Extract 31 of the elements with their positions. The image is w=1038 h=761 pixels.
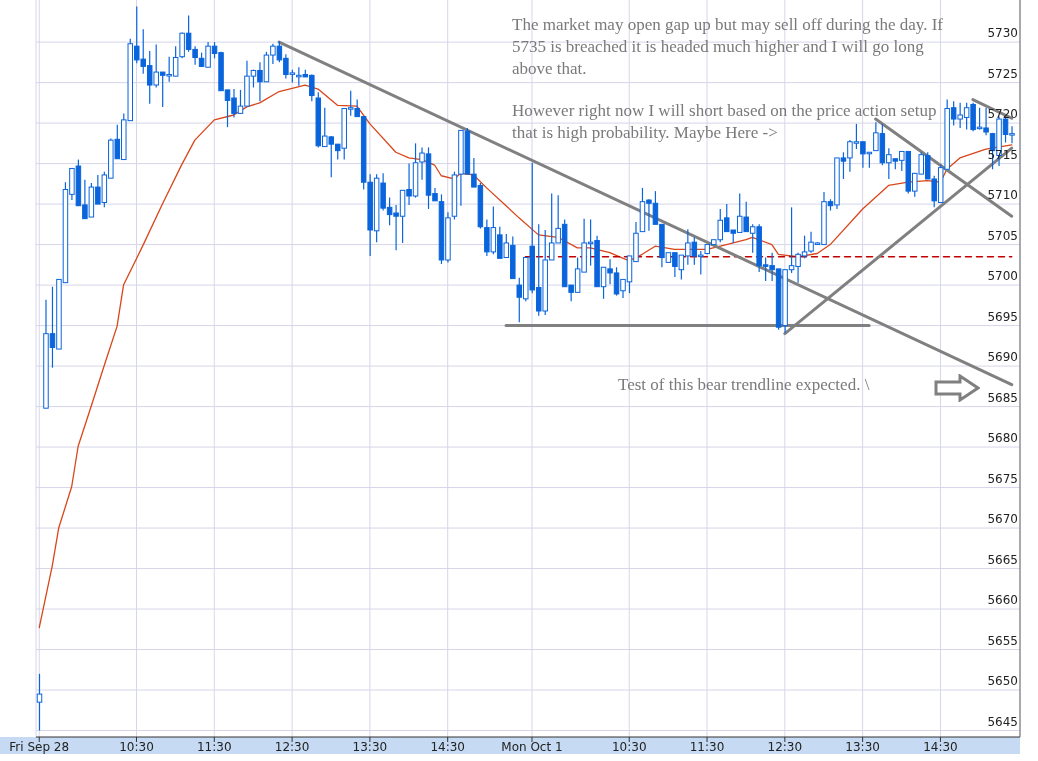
y-tick-label: 5670	[987, 512, 1018, 527]
annotation: However right now I will short based on the price action setup that is high probability. Maybe Here ->	[512, 100, 938, 144]
y-tick-label: 5690	[987, 350, 1018, 365]
y-tick-label: 5680	[987, 431, 1018, 446]
y-tick-label: 5695	[987, 309, 1018, 324]
y-tick-label: 5725	[987, 66, 1018, 81]
x-tick-label: Fri Sep 28	[9, 740, 70, 754]
y-tick-label: 5655	[987, 633, 1018, 648]
annotation: The market may open gap up but may sell off during the day. If 5735 is breached it is headed much higher and I will go long above that.	[512, 14, 945, 80]
x-tick-label: 10:30	[611, 740, 647, 754]
y-tick-label: 5710	[987, 188, 1018, 203]
y-tick-label: 5685	[987, 390, 1018, 405]
y-tick-label: 5660	[987, 593, 1018, 608]
x-tick-label: 14:30	[923, 740, 958, 754]
x-tick-label: 11:30	[689, 740, 725, 754]
x-tick-label: 14:30	[430, 740, 465, 754]
y-tick-label: 5665	[987, 552, 1018, 567]
x-tick-label: 13:30	[352, 740, 388, 754]
x-tick-label: 10:30	[119, 740, 154, 754]
x-tick-label: 12:30	[274, 740, 310, 754]
x-tick-label: 11:30	[197, 740, 232, 754]
y-tick-label: 5705	[987, 228, 1018, 243]
y-tick-label: 5645	[987, 714, 1018, 729]
y-tick-label: 5700	[987, 269, 1018, 284]
y-tick-label: 5730	[987, 26, 1018, 41]
y-tick-label: 5675	[987, 471, 1018, 486]
x-tick-label: Mon Oct 1	[501, 740, 563, 754]
x-tick-label: 12:30	[767, 740, 803, 754]
y-tick-label: 5650	[987, 674, 1018, 689]
x-tick-label: 13:30	[845, 740, 880, 754]
annotation: Test of this bear trendline expected. \	[618, 374, 870, 396]
